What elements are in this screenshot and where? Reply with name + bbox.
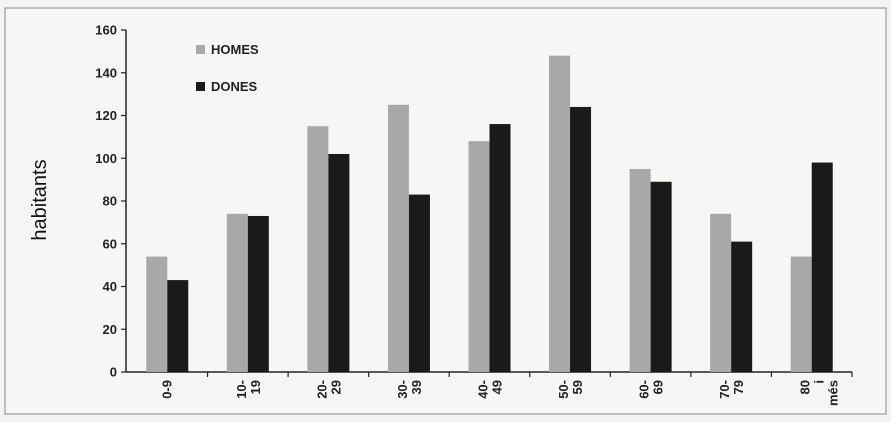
bar-dones-4	[489, 124, 511, 372]
bar-homes-7	[710, 213, 732, 372]
y-tick-label: 60	[103, 236, 117, 251]
y-tick-label: 40	[103, 279, 117, 294]
y-tick-label: 160	[95, 23, 117, 38]
x-tick-label: 80imés	[798, 380, 841, 406]
bar-homes-1	[226, 213, 248, 372]
bar-dones-0	[167, 280, 189, 372]
bar-homes-6	[629, 168, 651, 372]
plot-frame	[4, 7, 887, 415]
bar-dones-7	[731, 241, 753, 372]
x-tick-label: 70-79	[717, 380, 746, 399]
x-tick-label: 50-59	[556, 380, 585, 399]
x-tick-label: 60-69	[637, 380, 666, 399]
x-tick-label: 40-49	[476, 380, 505, 399]
bar-homes-4	[468, 141, 490, 372]
x-tick-label: 30-39	[395, 380, 424, 399]
y-tick-label: 80	[103, 194, 117, 209]
bar-dones-6	[650, 181, 672, 372]
bar-homes-0	[146, 256, 168, 372]
legend-swatch-homes	[196, 45, 205, 54]
y-tick-label: 20	[103, 322, 117, 337]
legend-swatch-dones	[196, 82, 205, 91]
bar-dones-1	[247, 215, 269, 372]
bar-homes-5	[549, 55, 571, 373]
x-tick-label: 10-19	[234, 380, 263, 399]
legend-label-dones: DONES	[211, 79, 258, 94]
bar-dones-5	[570, 106, 592, 372]
bar-homes-3	[387, 104, 409, 372]
bar-dones-3	[408, 194, 430, 372]
legend: HOMES DONES	[196, 42, 259, 94]
bar-homes-2	[307, 126, 329, 372]
bars	[146, 55, 833, 373]
y-tick-label: 140	[95, 65, 117, 80]
bar-dones-2	[328, 153, 350, 372]
y-axis-label: habitants	[29, 159, 51, 240]
y-tick-label: 100	[95, 151, 117, 166]
y-tick-label: 0	[110, 365, 117, 380]
y-axis: 0 20 40 60 80 100 120 140 160	[95, 23, 127, 380]
y-tick-label: 120	[95, 108, 117, 123]
x-tick-label: 0-9	[159, 380, 174, 399]
legend-label-homes: HOMES	[211, 42, 259, 57]
bar-homes-8	[790, 256, 812, 372]
bar-dones-8	[811, 162, 833, 372]
x-tick-label: 20-29	[314, 380, 343, 399]
